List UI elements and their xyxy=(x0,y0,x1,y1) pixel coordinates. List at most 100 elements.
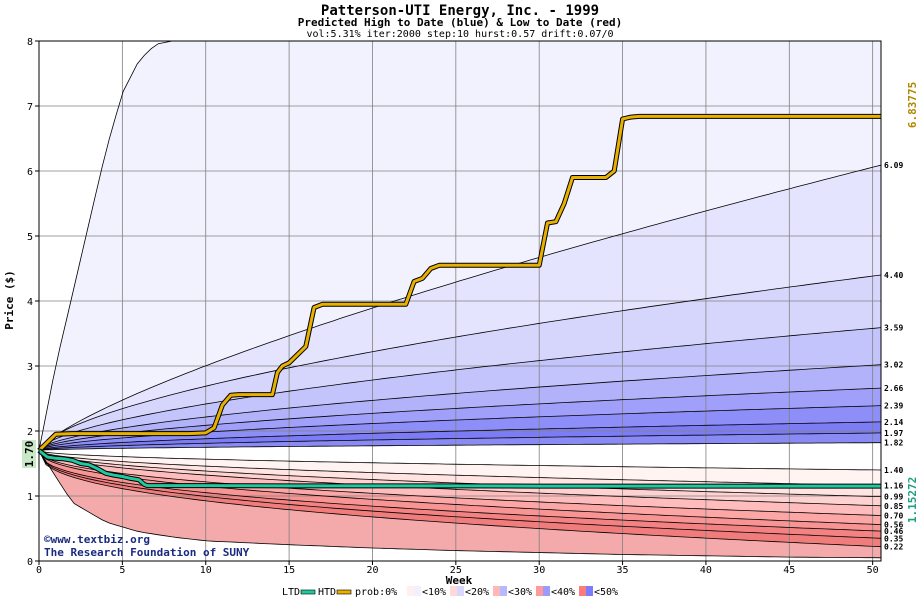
lower-end-label: 0.85 xyxy=(884,502,903,511)
watermark-line-2: The Research Foundation of SUNY xyxy=(44,546,250,559)
upper-end-label: 1.82 xyxy=(884,439,903,448)
lower-percentile-curve xyxy=(38,450,882,486)
lower-percentile-curve xyxy=(38,450,882,471)
legend-swatch-red xyxy=(579,586,586,596)
x-tick-label: 20 xyxy=(366,565,378,576)
upper-percentile-curve xyxy=(38,164,882,451)
lower-percentile-curve xyxy=(38,450,882,548)
upper-band xyxy=(39,405,881,451)
legend-swatch-red xyxy=(493,586,500,596)
upper-end-label: 2.39 xyxy=(884,402,903,411)
legend-swatch-blue xyxy=(457,586,464,596)
y-tick-label: 0 xyxy=(27,557,33,568)
lower-percentile-curve xyxy=(38,450,882,507)
upper-percentile-curve xyxy=(38,421,882,451)
upper-band xyxy=(39,432,881,451)
upper-percentile-curve xyxy=(38,327,882,451)
lower-band xyxy=(39,450,881,516)
upper-percentile-curve xyxy=(38,442,881,451)
upper-percentile-curve xyxy=(38,432,882,451)
y-tick-label: 5 xyxy=(27,232,33,243)
y-tick-label: 4 xyxy=(27,297,33,308)
x-axis-label: Week xyxy=(446,574,473,587)
legend-ltd-label: LTD xyxy=(282,587,300,598)
upper-end-label: 6.09 xyxy=(884,161,903,170)
lower-end-label: 0.35 xyxy=(884,534,903,543)
x-tick-label: 35 xyxy=(617,565,629,576)
legend-htd-label: HTD xyxy=(318,587,336,598)
legend-item-label: <20% xyxy=(465,587,489,598)
legend-swatch-blue xyxy=(586,586,593,596)
min-price-label: 1.15272 xyxy=(906,477,919,523)
lower-end-label: 1.40 xyxy=(884,466,903,475)
x-tick-label: 5 xyxy=(119,565,125,576)
upper-band xyxy=(39,41,881,451)
outer-lower-curve xyxy=(38,450,882,559)
ltd-series-line xyxy=(38,449,881,488)
x-tick-label: 10 xyxy=(200,565,212,576)
lower-band xyxy=(39,450,881,506)
lower-end-label: 0.99 xyxy=(884,493,903,502)
lower-percentile-curve xyxy=(38,450,882,516)
data-series xyxy=(37,113,881,489)
legend-htd-swatch xyxy=(336,589,352,595)
y-axis-ticks: 0 1 2 3 4 5 6 7 8 xyxy=(27,37,39,568)
probability-bands xyxy=(39,41,881,558)
lower-end-label: 0.70 xyxy=(884,512,903,521)
upper-band xyxy=(39,327,881,451)
percentile-end-labels: 6.09 4.40 3.59 3.02 2.66 2.39 2.14 1.971.82 1.40… xyxy=(884,161,903,552)
y-tick-label: 7 xyxy=(27,102,33,113)
lower-band xyxy=(39,450,881,525)
lower-percentile-curve xyxy=(38,450,882,532)
upper-band xyxy=(39,364,881,451)
chart-params: vol:5.31% iter:2000 step:10 hurst:0.57 d… xyxy=(306,29,613,40)
x-tick-label: 50 xyxy=(867,565,879,576)
upper-end-label: 3.59 xyxy=(884,324,903,333)
lower-end-label: 0.22 xyxy=(884,543,903,552)
upper-end-label: 2.14 xyxy=(884,418,903,427)
legend-swatch-red xyxy=(407,586,414,596)
legend-item-label: <10% xyxy=(422,587,446,598)
lower-band xyxy=(39,450,881,558)
upper-band xyxy=(39,388,881,451)
max-price-label: 6.83775 xyxy=(906,82,919,128)
legend-ltd-swatch xyxy=(300,589,316,595)
lower-end-label: 1.16 xyxy=(884,482,903,491)
lower-band xyxy=(39,450,881,486)
y-tick-label: 1 xyxy=(27,492,33,503)
y-tick-label: 8 xyxy=(27,37,33,48)
start-price-label: 1.70 xyxy=(23,441,36,468)
htd-series-line xyxy=(37,114,881,452)
y-axis-label: Price ($) xyxy=(3,270,16,330)
y-tick-label: 2 xyxy=(27,427,33,438)
upper-end-label: 1.97 xyxy=(884,429,903,438)
upper-end-label: 2.66 xyxy=(884,384,903,393)
upper-band xyxy=(39,165,881,451)
upper-band xyxy=(39,275,881,451)
x-tick-label: 15 xyxy=(283,565,295,576)
y-tick-label: 3 xyxy=(27,362,33,373)
lower-band xyxy=(39,450,881,532)
upper-end-label: 4.40 xyxy=(884,271,903,280)
lower-percentile-curve xyxy=(38,450,882,497)
upper-percentile-curve xyxy=(38,364,882,451)
upper-band xyxy=(39,421,881,451)
lower-band xyxy=(39,450,881,539)
lower-end-label: 0.56 xyxy=(884,521,903,530)
x-tick-label: 25 xyxy=(450,565,462,576)
upper-percentile-curve xyxy=(38,387,882,451)
lower-percentile-curve xyxy=(38,450,882,539)
y-tick-label: 6 xyxy=(27,167,33,178)
start-price-badge xyxy=(22,440,36,468)
x-tick-label: 0 xyxy=(36,565,42,576)
legend-swatch-red xyxy=(450,586,457,596)
watermark-line-1: ©www.textbiz.org xyxy=(44,533,150,546)
legend-swatch-blue xyxy=(414,586,421,596)
lower-end-label: 0.46 xyxy=(884,527,903,536)
legend-item-label: <30% xyxy=(508,587,532,598)
lower-band xyxy=(39,450,881,547)
x-tick-label: 45 xyxy=(783,565,795,576)
x-tick-label: 40 xyxy=(700,565,712,576)
legend-swatch-blue xyxy=(543,586,550,596)
